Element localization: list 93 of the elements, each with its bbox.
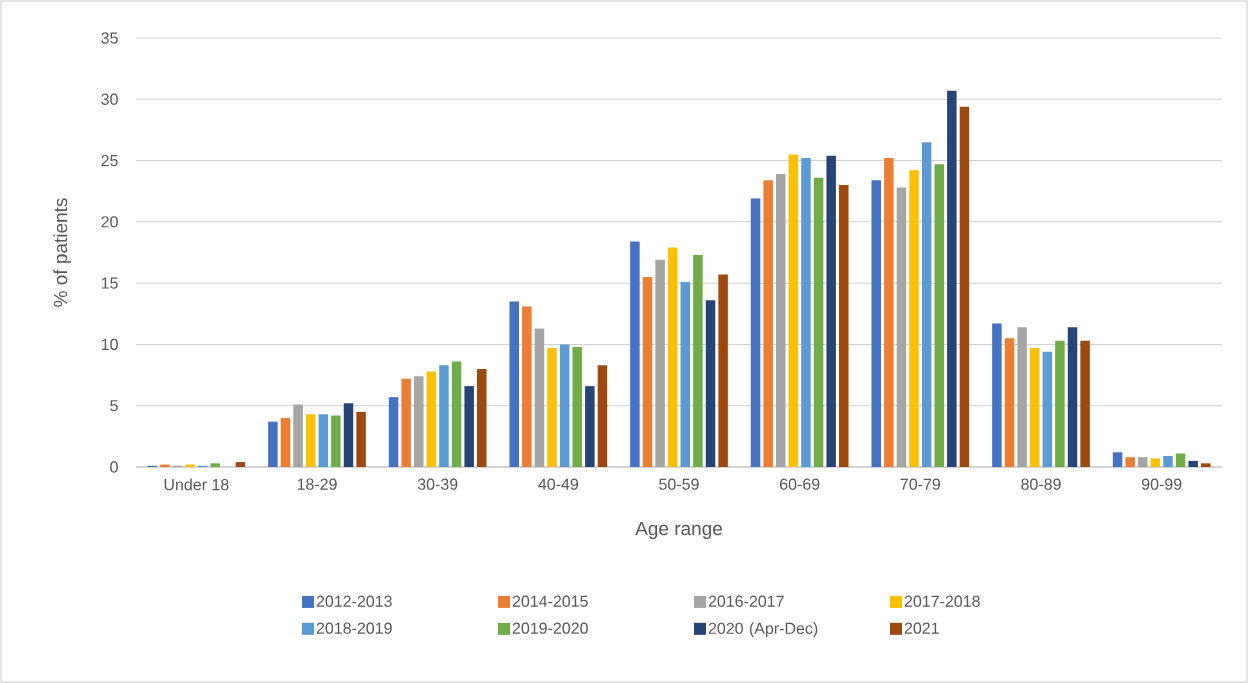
bar [630, 241, 640, 467]
x-tick-label: 30-39 [417, 478, 458, 490]
bar [1138, 457, 1148, 467]
bar [705, 300, 716, 467]
x-tick-label: 18-29 [297, 478, 337, 490]
bar [522, 306, 532, 467]
bar [235, 462, 246, 467]
bar [1042, 351, 1053, 467]
legend-label: 2016-2017 [708, 595, 784, 607]
y-tick-label: 30 [101, 93, 118, 105]
bar [451, 361, 462, 467]
x-axis-title: Age range [635, 522, 722, 540]
bar [1080, 340, 1090, 467]
bar [909, 170, 919, 467]
legend-label: 2012-2013 [316, 595, 392, 607]
bar [1067, 327, 1078, 467]
bar [801, 158, 811, 467]
bar [585, 386, 595, 467]
bar [788, 154, 799, 467]
y-axis-title: % of patients [53, 198, 72, 307]
bar [597, 365, 608, 467]
bar [388, 397, 399, 467]
bar [947, 90, 957, 467]
x-tick-label: 50-59 [659, 478, 699, 490]
legend-label: 2021 [904, 622, 939, 634]
y-tick-label: 0 [110, 461, 118, 473]
bar [1201, 463, 1211, 467]
bar [667, 247, 678, 467]
bar [1125, 457, 1135, 467]
x-tick-label: 40-49 [538, 478, 579, 490]
y-tick-label: 35 [101, 32, 118, 44]
bar [1188, 460, 1198, 467]
y-tick-label: 5 [110, 400, 118, 412]
bar [992, 323, 1002, 467]
bar [477, 368, 487, 467]
bar [776, 174, 786, 467]
bar [509, 301, 519, 467]
bar [293, 404, 303, 467]
bar [356, 411, 366, 467]
bar [839, 185, 849, 467]
bar [826, 155, 836, 467]
legend-label: 2017-2018 [904, 595, 980, 607]
bar [763, 180, 773, 467]
bar [547, 348, 557, 467]
bar [280, 417, 291, 467]
bar [718, 274, 728, 467]
y-tick-label: 25 [101, 154, 118, 167]
bar [318, 414, 329, 467]
bar [414, 376, 424, 467]
bar [750, 198, 761, 467]
x-tick-label: 90-99 [1141, 478, 1182, 490]
bar [572, 346, 582, 467]
x-tick-label: 60-69 [780, 478, 820, 490]
bar [439, 365, 449, 467]
bar [1112, 452, 1123, 467]
bar [1017, 327, 1027, 467]
bar [871, 180, 881, 467]
bar [1029, 348, 1040, 467]
bar [331, 415, 341, 467]
bar [305, 414, 316, 467]
bar [1055, 340, 1065, 467]
bar [1175, 453, 1186, 467]
bar [642, 277, 653, 467]
legend-label: 2020 (Apr-Dec) [708, 622, 818, 638]
bar [921, 142, 932, 467]
legend-label: 2018-2019 [316, 622, 392, 634]
bar [884, 158, 894, 467]
bar [210, 463, 220, 467]
bar [655, 259, 665, 467]
bar [559, 344, 570, 467]
bar [401, 378, 411, 467]
bar [343, 403, 354, 467]
x-tick-label: Under 18 [164, 478, 229, 491]
y-tick-label: 10 [101, 338, 118, 351]
bar [1163, 455, 1173, 467]
bar [680, 281, 691, 467]
bar [534, 328, 545, 467]
bar [1004, 338, 1015, 467]
x-tick-label: 70-79 [900, 478, 941, 490]
legend-label: 2014-2015 [512, 595, 588, 607]
legend-label: 2019-2020 [512, 622, 588, 634]
bar [693, 254, 703, 467]
bar [268, 421, 278, 467]
bar [464, 386, 474, 467]
y-tick-label: 15 [101, 277, 118, 289]
x-tick-label: 80-89 [1021, 478, 1061, 490]
bar [813, 177, 824, 467]
bar [1150, 458, 1161, 467]
bar [896, 187, 907, 467]
bar [934, 164, 944, 467]
bar [959, 106, 970, 467]
bar [426, 371, 437, 467]
y-tick-label: 20 [101, 216, 118, 228]
